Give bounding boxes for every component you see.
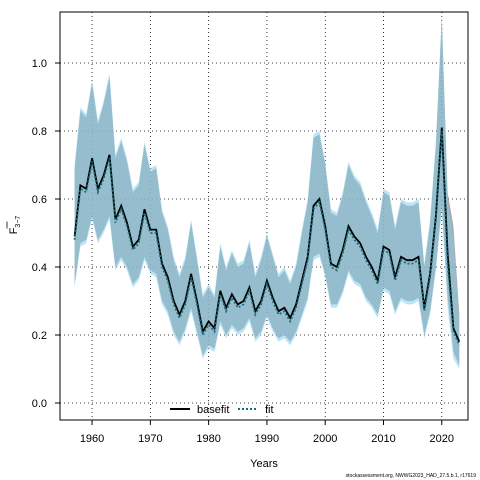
y-axis-label: F3−7	[6, 216, 22, 235]
confidence-band-fit	[74, 15, 460, 370]
y-tick-label-5: 1.0	[32, 58, 47, 70]
legend-label-fit: fit	[265, 404, 274, 416]
y-tick-label-0: 0.0	[32, 398, 47, 410]
x-axis: 1960 1970 1980 1990 2000 2010 2020	[80, 420, 454, 445]
y-axis: 0.0 0.2 0.4 0.6 0.8 1.0	[32, 58, 60, 410]
y-tick-label-2: 0.4	[32, 262, 47, 274]
plot-frame	[59, 11, 469, 421]
x-tick-label-3: 1990	[255, 433, 279, 445]
y-axis-label-subscript: 3−7	[15, 216, 22, 228]
y-axis-label-main: F	[8, 227, 20, 234]
y-tick-label-4: 0.8	[32, 126, 47, 138]
series-line-fit	[73, 130, 461, 346]
legend: basefit fit	[170, 404, 274, 416]
x-tick-label-1: 1970	[138, 433, 162, 445]
svg-text:F3−7: F3−7	[8, 216, 22, 235]
confidence-bands	[74, 15, 460, 370]
legend-label-basefit: basefit	[197, 404, 229, 416]
y-tick-label-3: 0.6	[32, 194, 47, 206]
series-lines	[73, 127, 461, 346]
x-tick-label-2: 1980	[196, 433, 220, 445]
x-axis-label: Years	[250, 458, 278, 470]
x-tick-label-5: 2010	[371, 433, 395, 445]
x-tick-label-0: 1960	[80, 433, 104, 445]
x-tick-label-4: 2000	[313, 433, 337, 445]
y-tick-label-1: 0.2	[32, 330, 47, 342]
x-tick-label-6: 2020	[430, 433, 454, 445]
credit-text: stockassessment.org, NWWG2023_HAD_27.5.b…	[346, 473, 477, 479]
